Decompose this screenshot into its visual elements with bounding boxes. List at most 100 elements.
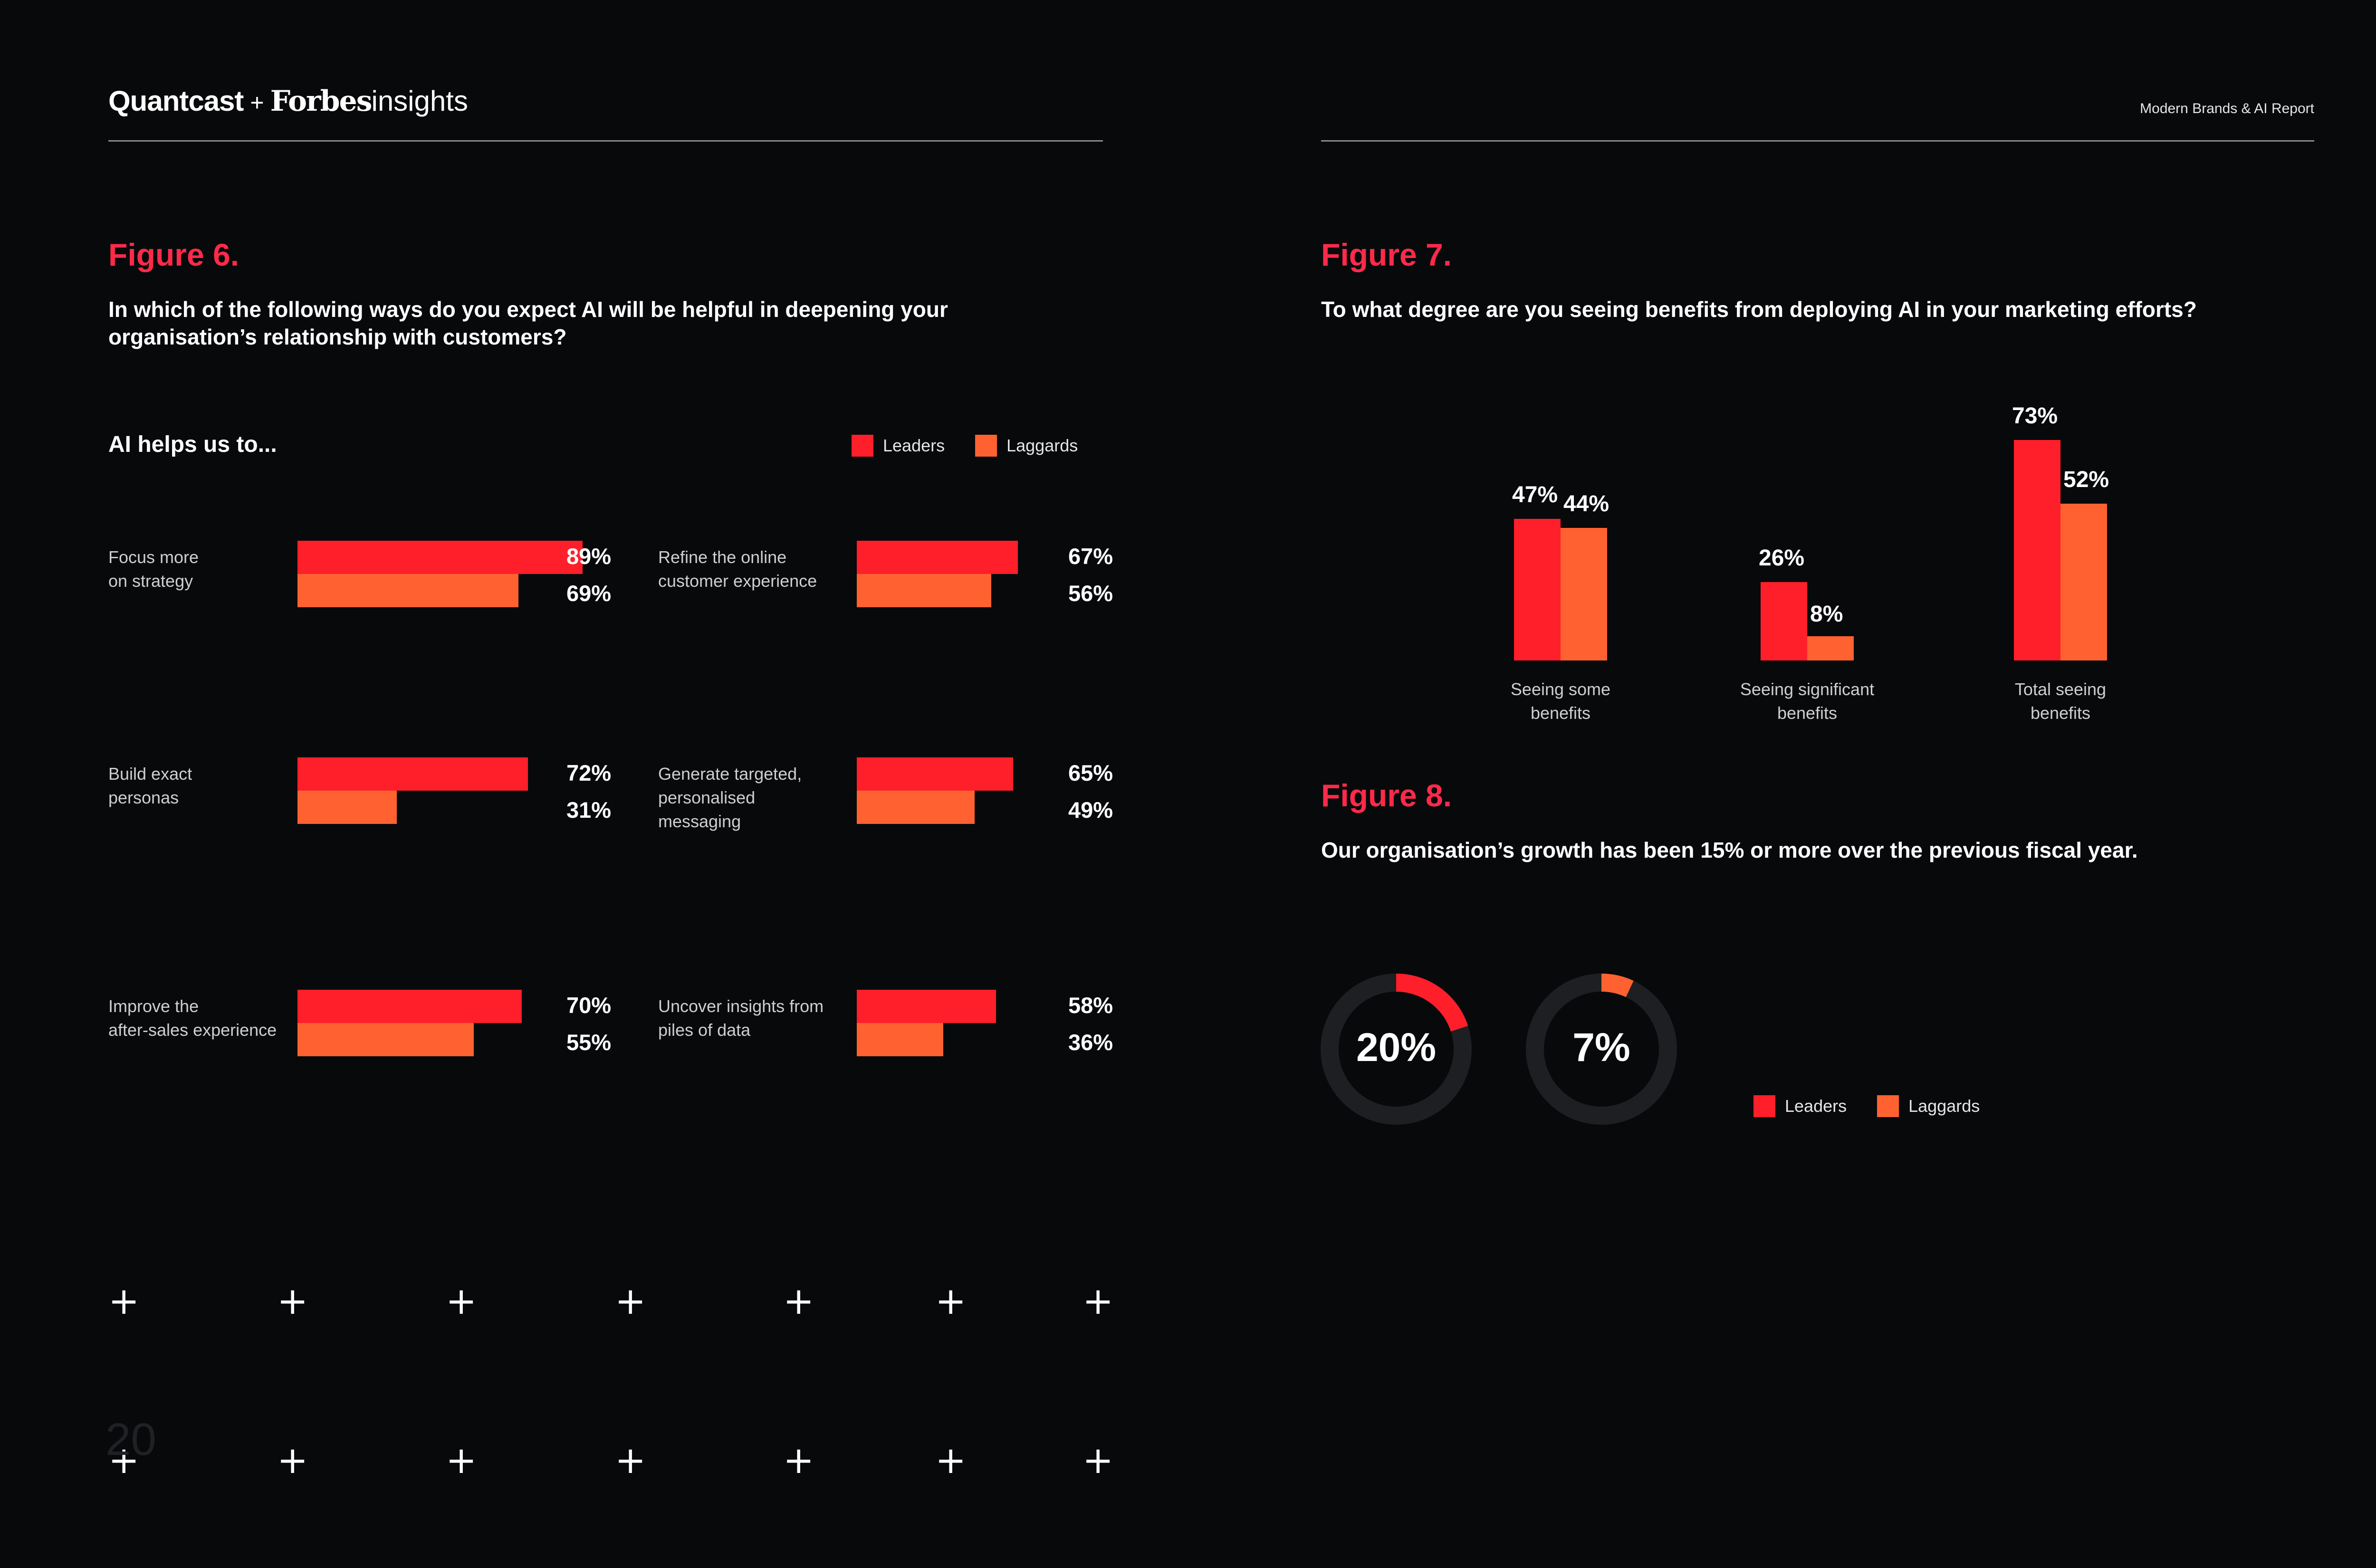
category-label: Improve the after-sales experience — [108, 994, 289, 1042]
category-label: Seeing significant benefits — [1712, 678, 1902, 725]
plus-mark: + — [446, 1280, 477, 1323]
leaders-value-label: 70% — [566, 993, 612, 1018]
laggards-bar — [1807, 636, 1854, 660]
category-label-line: Focus more — [108, 547, 199, 567]
laggards-bar — [857, 791, 975, 824]
figure8-legend: Leaders Laggards — [1753, 1095, 1980, 1117]
laggards-bar — [297, 1023, 474, 1056]
category-label-line: customer experience — [658, 571, 817, 591]
legend-laggards-label: Laggards — [1006, 436, 1078, 455]
category-label: Build exact personas — [108, 762, 289, 810]
leaders-bar — [297, 990, 522, 1023]
category-label-line: on strategy — [108, 571, 193, 591]
legend-laggards-swatch — [1877, 1095, 1899, 1117]
plus-mark: + — [783, 1439, 814, 1482]
category-label-line: Seeing some — [1510, 679, 1611, 699]
leaders-bar — [297, 757, 528, 791]
leaders-value-label: 72% — [566, 760, 612, 785]
category-label: Focus more on strategy — [108, 545, 289, 593]
leaders-value-label: 89% — [566, 544, 612, 569]
plus-mark: + — [935, 1439, 967, 1482]
plus-mark: + — [615, 1439, 646, 1482]
plus-mark: + — [1083, 1280, 1114, 1323]
brand-quantcast: Quantcast — [108, 85, 244, 117]
laggards-bar — [857, 1023, 944, 1056]
figure8-statement: Our organisation’s growth has been 15% o… — [1321, 838, 2138, 862]
leaders-bar — [857, 541, 1018, 574]
plus-mark: + — [446, 1439, 477, 1482]
leaders-value-label: 58% — [1068, 993, 1113, 1018]
category-label-line: benefits — [2030, 703, 2091, 723]
brand-insights: insights — [371, 85, 468, 117]
report-title: Modern Brands & AI Report — [2140, 101, 2314, 116]
category-label-line: personalised messaging — [658, 788, 756, 831]
figure7-title: Figure 7. — [1321, 237, 1452, 272]
laggards-bar — [1561, 527, 1607, 660]
leaders-value-label: 65% — [1068, 760, 1113, 785]
leaders-value-label: 67% — [1068, 544, 1113, 569]
category-label-line: benefits — [1530, 703, 1591, 723]
category-label: Generate targeted, personalised messaging — [658, 762, 839, 833]
laggards-bar — [857, 574, 992, 607]
category-label: Refine the online customer experience — [658, 545, 839, 593]
plus-mark: + — [1083, 1439, 1114, 1482]
laggards-value-label: 69% — [566, 581, 612, 606]
category-label-line: piles of data — [658, 1020, 751, 1040]
category-label-line: Build exact — [108, 764, 192, 784]
category-label-line: personas — [108, 788, 179, 807]
category-label: Seeing some benefits — [1466, 678, 1656, 725]
leaders-bar — [1514, 518, 1561, 660]
figure6-question: In which of the following ways do you ex… — [108, 297, 948, 349]
laggards-value-label: 44% — [1563, 491, 1610, 516]
category-label: Total seeing benefits — [1965, 678, 2156, 725]
category-label-line: benefits — [1777, 703, 1838, 723]
figure7-question: To what degree are you seeing benefits f… — [1321, 297, 2197, 322]
plus-mark: + — [108, 1439, 140, 1482]
legend-leaders-swatch — [1753, 1095, 1775, 1117]
laggards-value-label: 56% — [1068, 581, 1113, 606]
leaders-bar — [2014, 440, 2060, 660]
plus-mark: + — [783, 1280, 814, 1323]
laggards-value-label: 31% — [566, 797, 612, 822]
leaders-bar — [857, 757, 1013, 791]
legend-laggards-label: Laggards — [1908, 1096, 1980, 1116]
figure6-title: Figure 6. — [108, 237, 240, 272]
figure6-legend: Leaders Laggards — [852, 435, 1078, 457]
leaders-value-label: 26% — [1759, 545, 1805, 571]
category-label-line: Improve the — [108, 996, 199, 1016]
leaders-bar — [857, 990, 996, 1023]
laggards-bar — [297, 574, 519, 607]
leaders-donut-value: 20% — [1356, 1025, 1437, 1070]
laggards-value-label: 52% — [2063, 467, 2109, 492]
category-label-line: Uncover insights from — [658, 996, 824, 1016]
leaders-bar — [297, 541, 583, 574]
donut-chart — [1526, 974, 1677, 1125]
donut-chart — [1321, 974, 1472, 1125]
header-rule-left — [108, 140, 1103, 142]
brand-plus: + — [250, 89, 264, 116]
category-label-line: Refine the online — [658, 547, 787, 567]
plus-mark: + — [935, 1280, 967, 1323]
legend-leaders-label: Leaders — [883, 436, 945, 455]
plus-mark: + — [108, 1280, 140, 1323]
laggards-bar — [297, 791, 397, 824]
plus-mark: + — [277, 1439, 308, 1482]
brand-logo: Quantcast + Forbesinsights — [108, 85, 468, 118]
page-number: 20 — [105, 1414, 156, 1465]
laggards-donut-arc — [1526, 974, 1677, 1125]
category-label-line: Seeing significant — [1740, 679, 1875, 699]
brand-forbes: Forbes — [270, 85, 373, 118]
legend-leaders-label: Leaders — [1785, 1096, 1847, 1116]
laggards-value-label: 49% — [1068, 797, 1113, 822]
legend-leaders-swatch — [852, 435, 873, 457]
laggards-value-label: 55% — [566, 1030, 612, 1055]
figure6-subheading: AI helps us to... — [108, 432, 277, 457]
category-label-line: Total seeing — [2014, 679, 2107, 699]
category-label: Uncover insights from piles of data — [658, 994, 839, 1042]
leaders-bar — [1761, 582, 1807, 660]
laggards-value-label: 36% — [1068, 1030, 1113, 1055]
legend-laggards-swatch — [975, 435, 997, 457]
category-label-line: after-sales experience — [108, 1020, 277, 1040]
laggards-bar — [2060, 503, 2107, 660]
leaders-value-label: 47% — [1512, 482, 1558, 507]
